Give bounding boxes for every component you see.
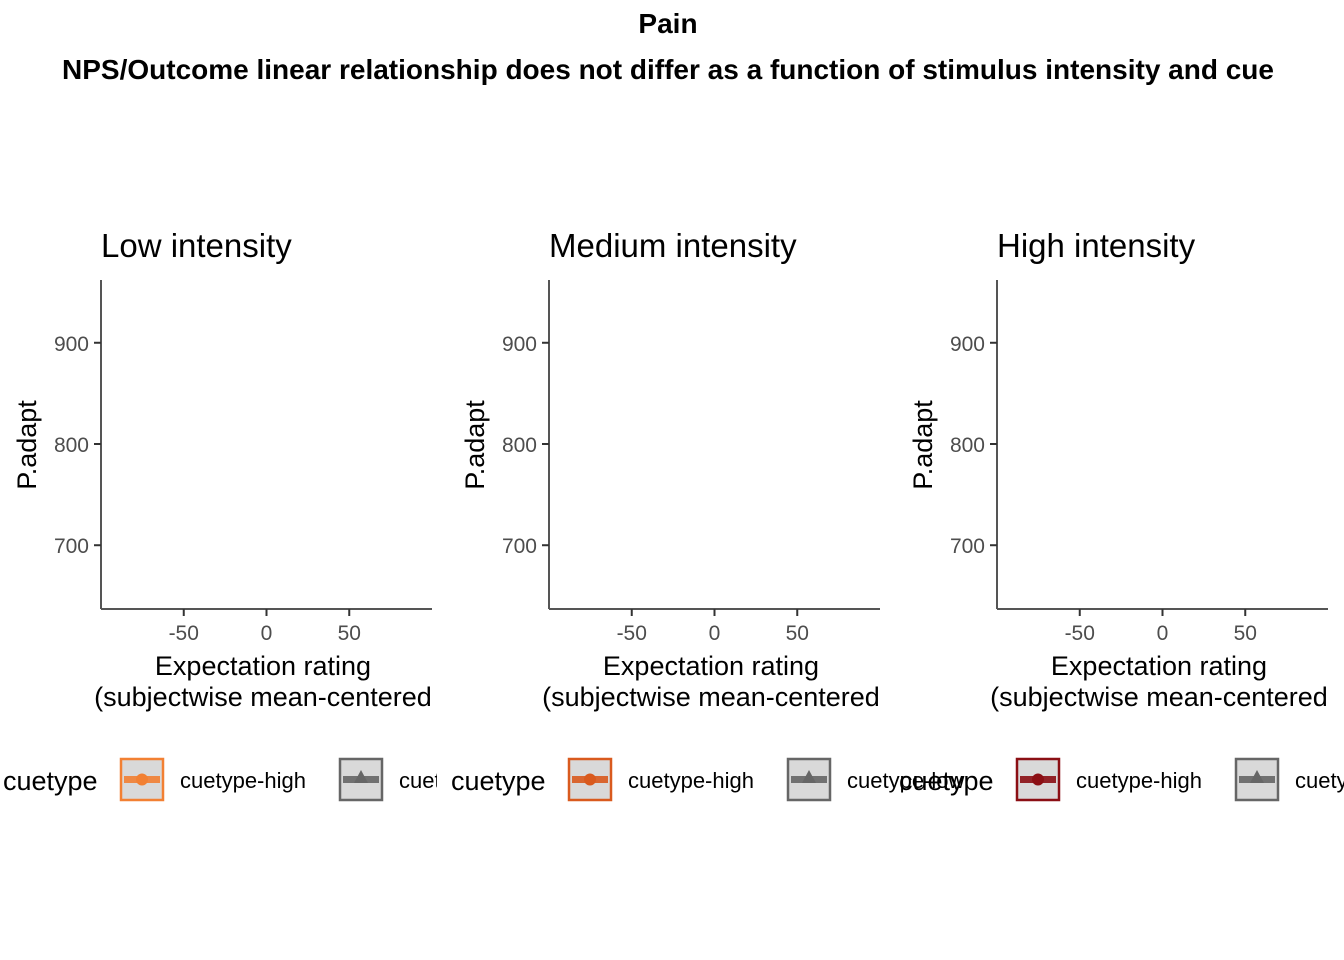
figure-subtitle: NPS/Outcome linear relationship does not… <box>62 54 1274 85</box>
y-axis-label: P.adapt <box>12 400 42 490</box>
panels: Low intensity 700 800 900 -50 0 50 Expectation … <box>3 227 1344 802</box>
legend-label: cuetype-high <box>1076 768 1202 793</box>
panel-title: Medium intensity <box>549 227 797 264</box>
y-tick-label: 900 <box>54 333 89 356</box>
x-tick-label: 50 <box>338 622 361 645</box>
y-tick-label: 700 <box>54 535 89 558</box>
legend-key-circle-marker <box>136 773 148 786</box>
legend-key-triangle-marker <box>354 770 368 783</box>
y-tick-label: 800 <box>54 434 89 457</box>
legend-label: cuetype-low <box>847 768 965 793</box>
legend-key-triangle-marker <box>1250 770 1264 783</box>
legend-label: cuetype-low <box>1295 768 1344 793</box>
legend-key-circle-marker <box>1032 773 1044 786</box>
panel-2: High intensity 700 800 900 -50 0 50 Expectation… <box>899 227 1344 802</box>
x-axis-label-line1: Expectation rating <box>1051 651 1267 681</box>
x-tick-label: -50 <box>1065 622 1095 645</box>
x-tick-label: 50 <box>1234 622 1257 645</box>
x-axis-label-line2: (subjectwise mean-centered <box>542 682 880 712</box>
legend-key-circle-marker <box>584 773 596 786</box>
legend-label: cuetype-high <box>628 768 754 793</box>
y-tick-label: 700 <box>950 535 985 558</box>
y-tick-label: 900 <box>950 333 985 356</box>
y-tick-label: 900 <box>502 333 537 356</box>
legend-label: cuetype-high <box>180 768 306 793</box>
y-tick-label: 800 <box>950 434 985 457</box>
x-axis-label-line1: Expectation rating <box>603 651 819 681</box>
y-axis-label: P.adapt <box>460 400 490 490</box>
y-tick-label: 700 <box>502 535 537 558</box>
panel-title: High intensity <box>997 227 1196 264</box>
legend-label: cuetype-low <box>399 768 517 793</box>
legend-title: cuetype <box>899 766 994 796</box>
panel-title: Low intensity <box>101 227 292 264</box>
x-tick-label: 0 <box>1157 622 1169 645</box>
y-axis-label: P.adapt <box>908 400 938 490</box>
legend-title: cuetype <box>451 766 546 796</box>
x-tick-label: 0 <box>261 622 273 645</box>
legend-key-triangle-marker <box>802 770 816 783</box>
x-tick-label: 0 <box>709 622 721 645</box>
x-axis-label-line2: (subjectwise mean-centered <box>990 682 1328 712</box>
figure-title: Pain <box>638 8 697 39</box>
x-axis-label-line1: Expectation rating <box>155 651 371 681</box>
x-axis-label-line2: (subjectwise mean-centered <box>94 682 432 712</box>
x-tick-label: 50 <box>786 622 809 645</box>
legend-title: cuetype <box>3 766 98 796</box>
panel-0: Low intensity 700 800 900 -50 0 50 Expectation … <box>3 227 517 802</box>
x-tick-label: -50 <box>169 622 199 645</box>
x-tick-label: -50 <box>617 622 647 645</box>
y-tick-label: 800 <box>502 434 537 457</box>
panel-1: Medium intensity 700 800 900 -50 0 50 Expectati… <box>451 227 965 802</box>
